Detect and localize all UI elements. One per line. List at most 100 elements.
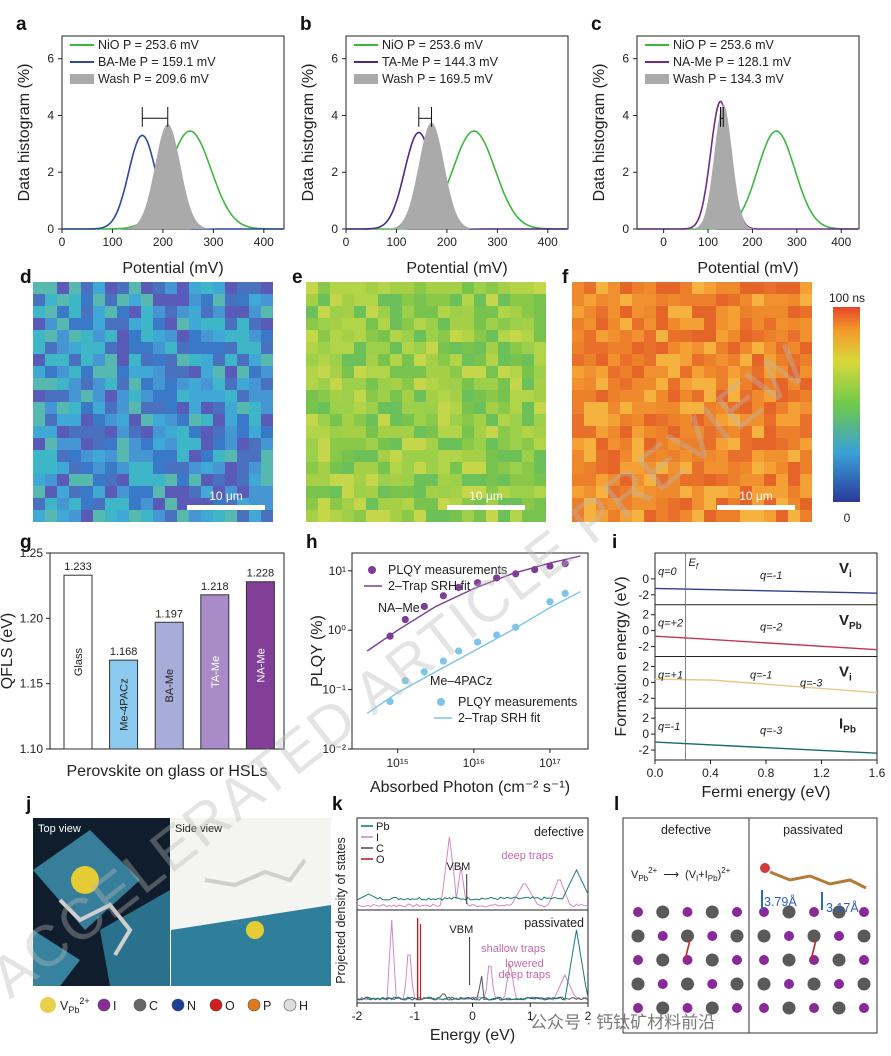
- map-pixel: [776, 354, 788, 366]
- map-pixel: [237, 462, 249, 474]
- bar-me-4pacz: [109, 659, 139, 750]
- map-pixel: [105, 390, 117, 402]
- lead-atom: [730, 929, 744, 943]
- map-pixel: [620, 426, 632, 438]
- map-pixel: [342, 282, 354, 294]
- lead-atom: [631, 977, 645, 991]
- map-pixel: [438, 450, 450, 462]
- x-tick-label: -2: [352, 1009, 363, 1023]
- map-pixel: [69, 282, 81, 294]
- map-pixel: [153, 390, 165, 402]
- iodine-atom: [633, 1003, 643, 1013]
- map-pixel: [225, 402, 237, 414]
- map-pixel: [45, 486, 57, 498]
- defect-label: Vi: [839, 560, 852, 580]
- map-pixel: [800, 498, 812, 510]
- map-pixel: [426, 330, 438, 342]
- x-tick-label: 10¹⁷: [539, 756, 561, 770]
- map-pixel: [33, 294, 45, 306]
- map-pixel: [692, 390, 704, 402]
- map-pixel: [728, 438, 740, 450]
- map-pixel: [177, 450, 189, 462]
- map-pixel: [141, 378, 153, 390]
- map-pixel: [414, 378, 426, 390]
- map-pixel: [752, 510, 764, 522]
- map-pixel: [225, 462, 237, 474]
- formation-line: [654, 678, 878, 694]
- map-pixel: [752, 330, 764, 342]
- map-pixel: [668, 474, 680, 486]
- map-pixel: [153, 294, 165, 306]
- map-pixel: [342, 510, 354, 522]
- map-pixel: [141, 342, 153, 354]
- map-pixel: [33, 462, 45, 474]
- map-pixel: [225, 474, 237, 486]
- map-pixel: [522, 462, 534, 474]
- map-pixel: [450, 414, 462, 426]
- map-pixel: [668, 366, 680, 378]
- map-pixel: [740, 402, 752, 414]
- map-pixel: [69, 402, 81, 414]
- map-pixel: [498, 282, 510, 294]
- map-pixel: [165, 354, 177, 366]
- map-pixel: [788, 342, 800, 354]
- map-pixel: [189, 414, 201, 426]
- map-pixel: [498, 510, 510, 522]
- map-pixel: [668, 426, 680, 438]
- scalebar-label-e: 10 μm: [469, 489, 503, 503]
- map-pixel: [306, 318, 318, 330]
- map-pixel: [93, 450, 105, 462]
- map-pixel: [141, 474, 153, 486]
- map-pixel: [486, 510, 498, 522]
- map-pixel: [390, 378, 402, 390]
- map-pixel: [33, 486, 45, 498]
- map-pixel: [93, 318, 105, 330]
- map-pixel: [378, 450, 390, 462]
- map-pixel: [584, 474, 596, 486]
- map-pixel: [390, 474, 402, 486]
- defective-title: defective: [661, 823, 711, 837]
- panel-label-d: d: [20, 267, 32, 288]
- map-pixel: [486, 282, 498, 294]
- map-pixel: [165, 474, 177, 486]
- map-pixel: [177, 474, 189, 486]
- map-pixel: [668, 390, 680, 402]
- map-pixel: [572, 486, 584, 498]
- map-pixel: [201, 510, 213, 522]
- map-pixel: [366, 354, 378, 366]
- defect-label: Vi: [839, 664, 852, 684]
- charge-state-label: q=-1: [750, 669, 772, 681]
- map-pixel: [390, 342, 402, 354]
- map-pixel: [45, 510, 57, 522]
- plqy-point: [561, 589, 569, 597]
- map-pixel: [189, 294, 201, 306]
- passivated-box: [748, 817, 878, 1034]
- map-pixel: [249, 330, 261, 342]
- y-tick-label: 4: [47, 108, 54, 122]
- legend-entry: 2–Trap SRH fit: [458, 711, 541, 725]
- y-tick-label: -2: [638, 640, 649, 654]
- map-pixel: [668, 498, 680, 510]
- map-pixel: [620, 510, 632, 522]
- map-pixel: [141, 450, 153, 462]
- map-pixel: [608, 390, 620, 402]
- lifetime-maps: d e f 10 μm 10 μm 10 μm 100 ns 0: [20, 267, 865, 525]
- y-axis-label: Data histogram (%): [16, 64, 33, 202]
- map-pixel: [93, 354, 105, 366]
- map-pixel: [596, 402, 608, 414]
- map-pixel: [438, 354, 450, 366]
- map-pixel: [306, 438, 318, 450]
- map-pixel: [141, 438, 153, 450]
- map-pixel: [81, 450, 93, 462]
- map-pixel: [306, 402, 318, 414]
- map-pixel: [153, 318, 165, 330]
- map-pixel: [237, 378, 249, 390]
- map-pixel: [620, 462, 632, 474]
- map-pixel: [608, 498, 620, 510]
- map-pixel: [450, 378, 462, 390]
- map-pixel: [342, 330, 354, 342]
- map-pixel: [728, 354, 740, 366]
- map-pixel: [354, 510, 366, 522]
- iodine-atom: [707, 979, 718, 989]
- map-pixel: [57, 486, 69, 498]
